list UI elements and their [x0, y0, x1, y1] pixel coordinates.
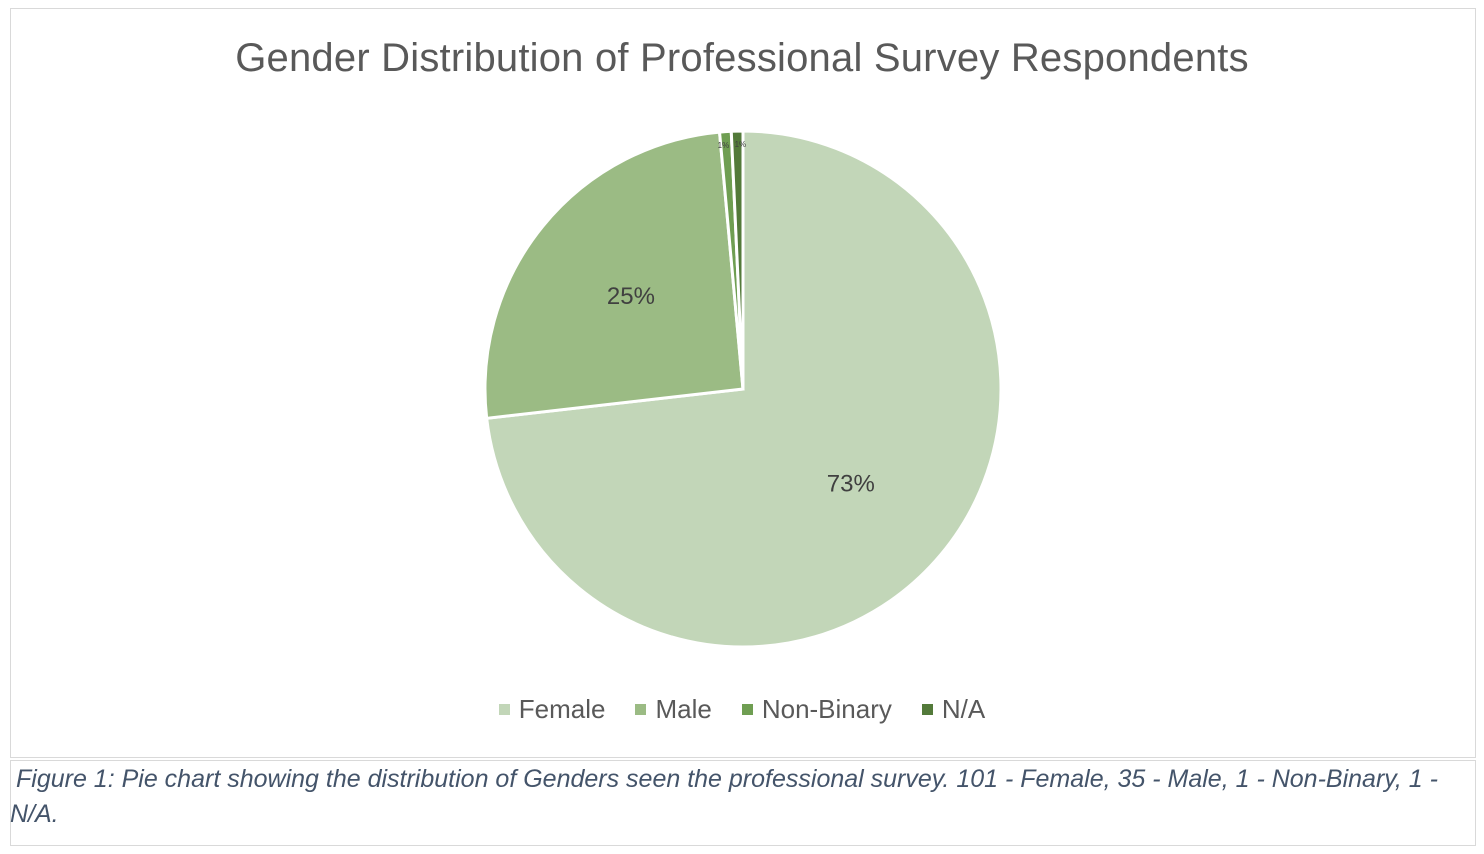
- pie-chart: 73% 25% 1% 1%: [483, 129, 1003, 649]
- data-label-male: 25%: [607, 283, 655, 310]
- legend-swatch: [741, 704, 753, 715]
- chart-legend: Female Male Non-Binary N/A: [0, 694, 1484, 725]
- legend-swatch: [921, 704, 933, 715]
- legend-item-n-a: N/A: [921, 694, 986, 725]
- legend-item-female: Female: [498, 694, 606, 725]
- legend-item-male: Male: [635, 694, 712, 725]
- data-label-non-binary: 1%: [718, 141, 730, 150]
- legend-item-non-binary: Non-Binary: [741, 694, 892, 725]
- legend-swatch: [635, 704, 647, 715]
- pie-slice-n-a: [729, 129, 745, 390]
- data-label-female: 73%: [827, 471, 875, 498]
- legend-label: Male: [655, 694, 712, 724]
- data-label-n-a: 1%: [735, 140, 747, 149]
- legend-label: N/A: [941, 694, 986, 724]
- figure-caption: Figure 1: Pie chart showing the distribu…: [10, 765, 1438, 828]
- chart-title: Gender Distribution of Professional Surv…: [235, 36, 1249, 80]
- legend-label: Non-Binary: [761, 694, 892, 724]
- legend-swatch: [498, 704, 510, 715]
- pie-slice-male: [483, 130, 745, 420]
- caption-box: [10, 760, 1476, 846]
- legend-label: Female: [518, 694, 606, 724]
